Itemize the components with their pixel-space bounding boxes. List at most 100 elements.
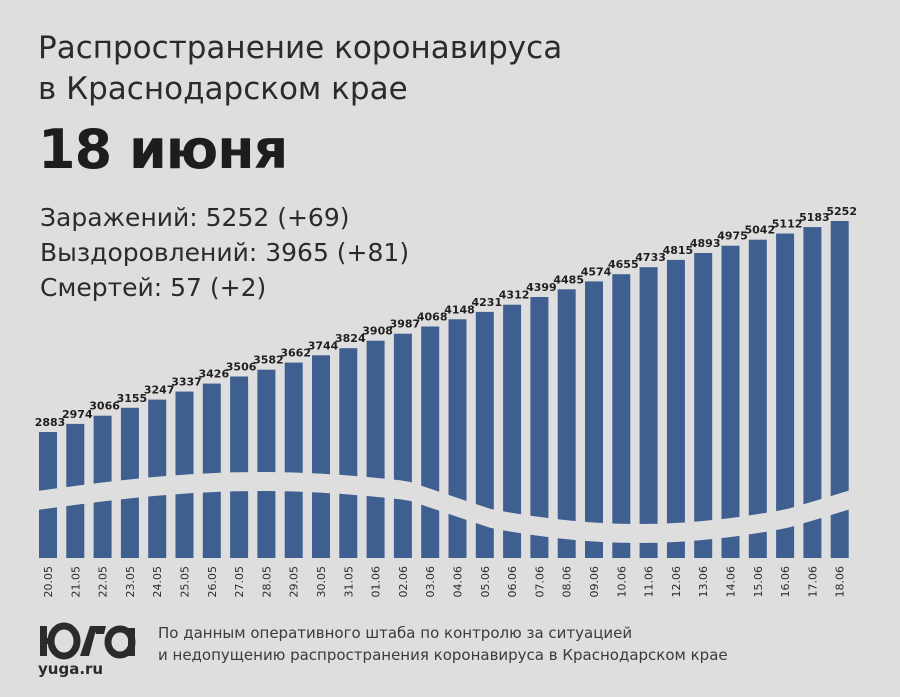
data-label: 4733 (635, 251, 666, 264)
bar-17.06 (803, 227, 822, 558)
data-label: 3582 (253, 354, 284, 367)
x-tick-labels-group: 20.05 21.05 22.05 23.05 24.05 25.05 26.05 27.05… (42, 566, 847, 598)
data-label: 4485 (553, 273, 584, 286)
bar-05.06 (475, 311, 494, 558)
x-tick-label: 06.06 (506, 566, 519, 598)
x-tick-label: 25.05 (179, 566, 192, 598)
bar-08.06 (557, 289, 576, 558)
bar-30.05 (312, 355, 330, 558)
x-tick-label: 02.06 (397, 566, 410, 598)
axis-break-band (30, 472, 870, 543)
bar-01.06 (366, 340, 385, 558)
x-tick-label: 24.05 (151, 566, 164, 598)
data-label: 3155 (117, 392, 148, 405)
data-label: 3066 (89, 400, 120, 413)
data-label: 3744 (308, 339, 339, 352)
yuga-logo (40, 622, 136, 660)
x-tick-label: 15.06 (752, 566, 765, 598)
data-label: 4655 (608, 258, 639, 271)
source-line-2: и недопущению распространения коронавиру… (158, 646, 728, 664)
x-tick-label: 08.06 (561, 566, 574, 598)
title-line-1: Распространение коронавируса (38, 30, 563, 66)
data-label: 4975 (717, 230, 748, 243)
source-note: По данным оперативного штаба по контролю… (158, 622, 728, 666)
bar-27.05 (230, 376, 249, 558)
x-tick-label: 29.05 (288, 566, 301, 598)
bar-07.06 (530, 297, 549, 558)
stat-deaths: Смертей: 57 (+2) (40, 273, 267, 302)
title-line-2: в Краснодарском крае (38, 71, 408, 107)
x-tick-label: 21.05 (69, 566, 82, 598)
x-tick-label: 10.06 (615, 566, 628, 598)
x-tick-label: 31.05 (342, 566, 355, 598)
x-tick-label: 17.06 (806, 566, 819, 598)
data-label: 5042 (744, 224, 775, 237)
data-label: 4148 (444, 303, 475, 316)
data-label: 3908 (362, 325, 393, 338)
data-label: 3337 (171, 376, 202, 389)
x-tick-label: 30.05 (315, 566, 328, 598)
bar-11.06 (639, 267, 658, 558)
bar-09.06 (585, 281, 603, 558)
stat-infections: Заражений: 5252 (+69) (40, 203, 350, 232)
x-tick-label: 03.06 (424, 566, 437, 598)
bar-31.05 (339, 348, 358, 558)
bar-14.06 (721, 245, 740, 558)
x-tick-label: 20.05 (42, 566, 55, 598)
report-date: 18 июня (38, 118, 288, 181)
bar-10.06 (612, 274, 631, 558)
bar-26.05 (202, 383, 221, 558)
data-label: 3247 (144, 384, 175, 397)
bar-04.06 (448, 319, 467, 558)
chart-title: Распространение коронавируса в Краснодар… (38, 28, 658, 110)
x-tick-label: 13.06 (697, 566, 710, 598)
x-tick-label: 12.06 (670, 566, 683, 598)
data-label: 4231 (471, 296, 502, 309)
data-label: 4815 (663, 244, 694, 257)
data-label: 3987 (390, 318, 421, 331)
x-tick-label: 27.05 (233, 566, 246, 598)
x-tick-label: 26.05 (206, 566, 219, 598)
x-tick-label: 07.06 (533, 566, 546, 598)
data-label: 5112 (772, 218, 803, 231)
x-tick-label: 18.06 (834, 566, 847, 598)
bar-15.06 (748, 239, 767, 558)
x-tick-label: 16.06 (779, 566, 792, 598)
data-label: 4399 (526, 281, 557, 294)
data-label: 3506 (226, 361, 257, 374)
bar-12.06 (666, 259, 685, 558)
bar-28.05 (257, 369, 276, 558)
data-label: 3824 (335, 332, 366, 345)
data-label: 4312 (499, 289, 530, 302)
bar-16.06 (776, 233, 795, 558)
x-tick-label: 05.06 (479, 566, 492, 598)
stat-recoveries: Выздоровлений: 3965 (+81) (40, 238, 410, 267)
data-label: 2974 (62, 408, 93, 421)
bars-group (39, 221, 849, 558)
data-label: 3662 (280, 347, 311, 360)
data-label: 4893 (690, 237, 721, 250)
data-label: 3426 (198, 368, 229, 381)
data-label: 2883 (35, 416, 66, 429)
bar-03.06 (421, 326, 440, 558)
data-label: 4574 (581, 265, 612, 278)
bar-18.06 (830, 221, 849, 558)
x-tick-label: 28.05 (260, 566, 273, 598)
bar-02.06 (393, 333, 412, 558)
x-tick-label: 14.06 (725, 566, 738, 598)
data-label: 4068 (417, 311, 448, 324)
source-line-1: По данным оперативного штаба по контролю… (158, 624, 633, 642)
logo-site: yuga.ru (38, 660, 104, 678)
data-labels-group: 2883297430663155324733373426350635823662… (35, 205, 857, 429)
x-tick-label: 22.05 (97, 566, 110, 598)
x-tick-label: 23.05 (124, 566, 137, 598)
x-tick-label: 09.06 (588, 566, 601, 598)
x-tick-label: 04.06 (452, 566, 465, 598)
bar-13.06 (694, 253, 713, 558)
x-tick-label: 11.06 (643, 566, 656, 598)
bar-29.05 (284, 362, 303, 558)
stats-block: Заражений: 5252 (+69) Выздоровлений: 396… (40, 200, 409, 305)
data-label: 5252 (826, 205, 857, 218)
x-tick-label: 01.06 (370, 566, 383, 598)
